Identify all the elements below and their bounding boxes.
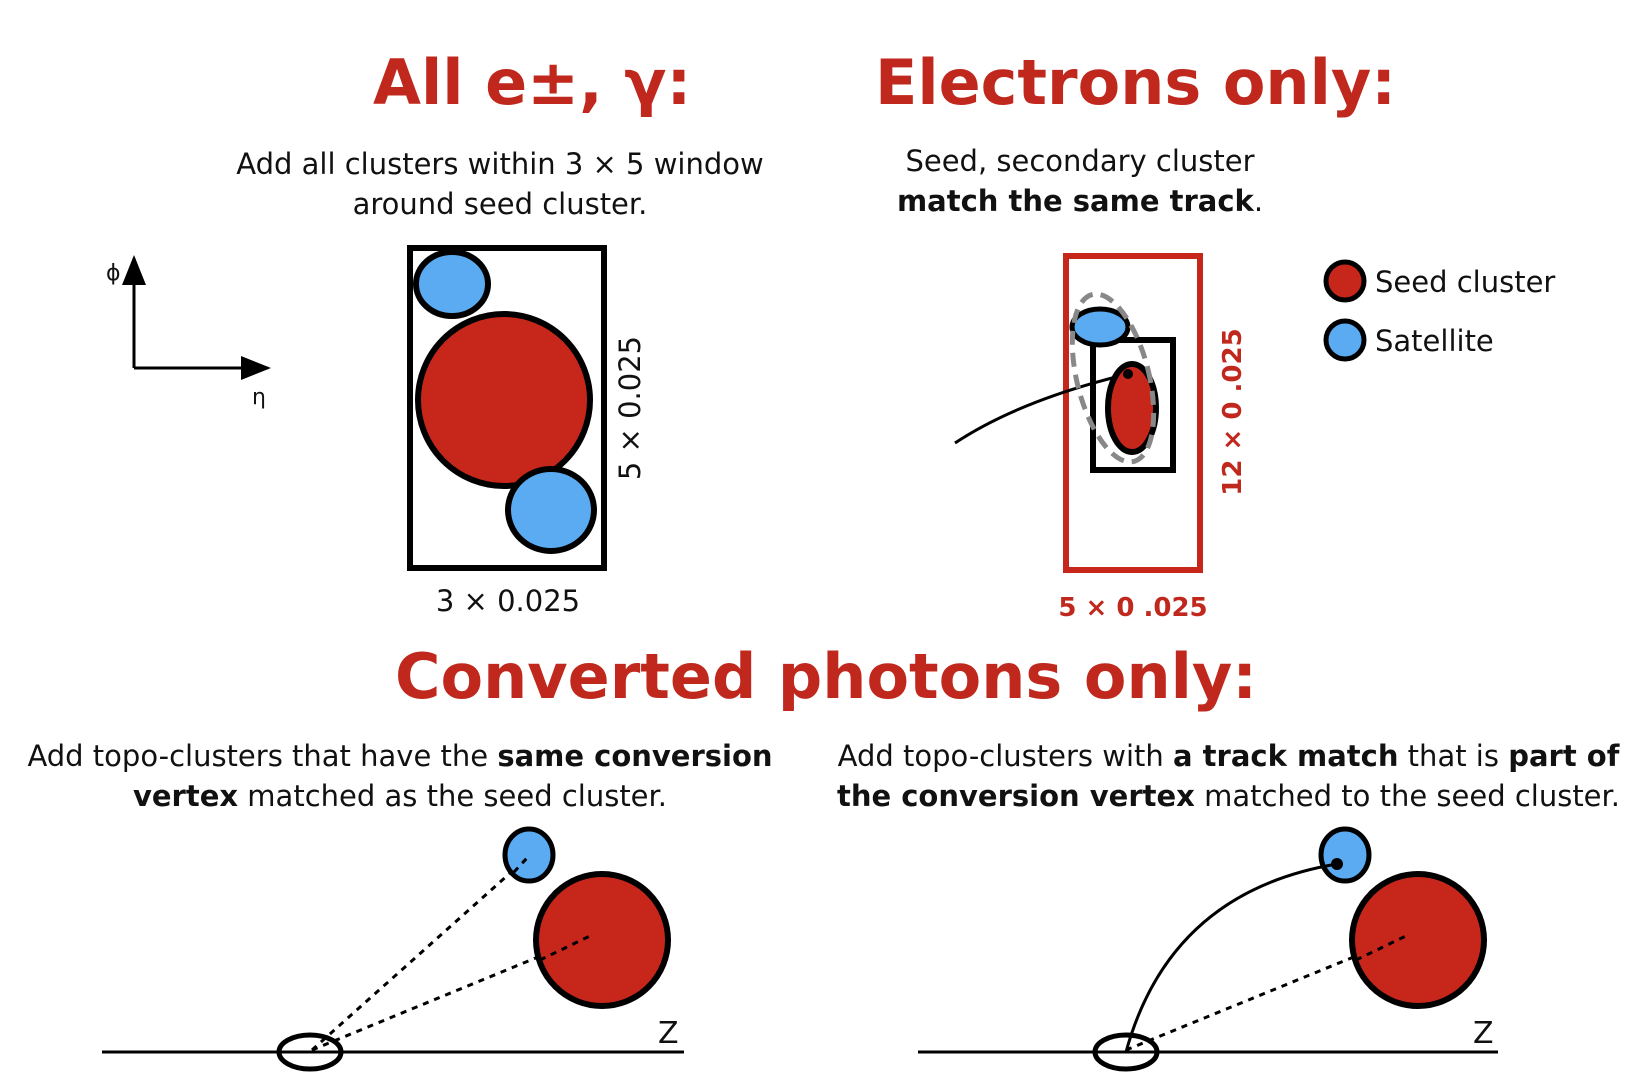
window-height-label: 5 × 0.025: [613, 336, 647, 480]
electrons-desc-bold: match the same track: [896, 184, 1254, 218]
title-converted: Converted photons only:: [395, 640, 1258, 713]
electron-track: [954, 372, 1129, 445]
electron-seed: [1105, 361, 1159, 455]
conversion-vertex-right: [1092, 1032, 1160, 1072]
electrons-desc-end: .: [1253, 184, 1264, 218]
cl-l2-a: vertex: [132, 779, 239, 813]
supercluster-outline: [1069, 291, 1157, 465]
z-label-right: Z: [1473, 1016, 1494, 1051]
converted-right-line2: the conversion vertex matched to the see…: [815, 776, 1642, 816]
converted-satellite-right: [1318, 826, 1372, 884]
dashed-line-to-satellite-left: [311, 856, 528, 1052]
conversion-track-right: [1124, 862, 1338, 1053]
converted-seed-left: [533, 871, 671, 1009]
title-electrons: Electrons only:: [875, 46, 1397, 119]
phi-eta-axes: [122, 255, 271, 380]
window-3x5: [407, 245, 607, 571]
converted-satellite-left: [502, 826, 556, 884]
dashed-line-inside-seed-right: [1355, 932, 1411, 962]
window-inner: [1090, 337, 1176, 473]
dashed-line-inside-seed-left: [539, 932, 595, 962]
cr-l1-d: part of: [1508, 739, 1620, 773]
cr-l1-b: a track match: [1173, 739, 1399, 773]
cr-l2-b: matched to the seed cluster.: [1194, 779, 1621, 813]
axis-eta-label: η: [252, 385, 266, 410]
converted-right-line1: Add topo-clusters with a track match tha…: [815, 736, 1642, 776]
window-width-label: 3 × 0.025: [436, 584, 580, 618]
track-endpoint: [1123, 369, 1133, 379]
all-description: Add all clusters within 3 × 5 window aro…: [200, 144, 800, 224]
electron-height-label: 12 × 0 .025: [1218, 328, 1248, 495]
converted-left-description: Add topo-clusters that have the same con…: [0, 736, 800, 816]
z-label-left: Z: [658, 1016, 679, 1051]
converted-seed-right: [1349, 871, 1487, 1009]
axis-phi-label: ϕ: [106, 261, 121, 286]
cl-l1-b: same conversion: [497, 739, 773, 773]
title-all: All e±, γ:: [373, 46, 692, 119]
legend-satellite-label: Satellite: [1375, 324, 1494, 358]
all-desc-line1: Add all clusters within 3 × 5 window: [236, 147, 764, 181]
legend-seed-label: Seed cluster: [1375, 265, 1555, 299]
legend-satellite-swatch: [1323, 318, 1367, 362]
electron-satellite: [1069, 306, 1131, 348]
satellite-cluster-bottom: [505, 466, 597, 554]
cr-l1-c: that is: [1398, 739, 1509, 773]
track-match-point: [1331, 858, 1343, 870]
legend-seed-swatch: [1323, 259, 1367, 303]
dashed-line-inside-satellite-left: [512, 856, 529, 874]
converted-right-description: Add topo-clusters with a track match tha…: [815, 736, 1642, 816]
electron-width-label: 5 × 0 .025: [1058, 593, 1207, 623]
cl-l2-b: matched as the seed cluster.: [238, 779, 668, 813]
cr-l1-a: Add topo-clusters with: [837, 739, 1173, 773]
electrons-desc-line2: match the same track.: [830, 181, 1330, 221]
conversion-vertex-left: [276, 1032, 344, 1072]
converted-left-line1: Add topo-clusters that have the same con…: [0, 736, 800, 776]
window-5x12: [1063, 253, 1203, 573]
electrons-desc-line1: Seed, secondary cluster: [905, 144, 1255, 178]
all-desc-line2: around seed cluster.: [352, 187, 648, 221]
cr-l2-a: the conversion vertex: [836, 779, 1195, 813]
electrons-description: Seed, secondary cluster match the same t…: [830, 141, 1330, 221]
seed-cluster: [415, 311, 593, 489]
cl-l1-a: Add topo-clusters that have the: [27, 739, 498, 773]
converted-left-line2: vertex matched as the seed cluster.: [0, 776, 800, 816]
satellite-cluster-top: [413, 249, 491, 319]
